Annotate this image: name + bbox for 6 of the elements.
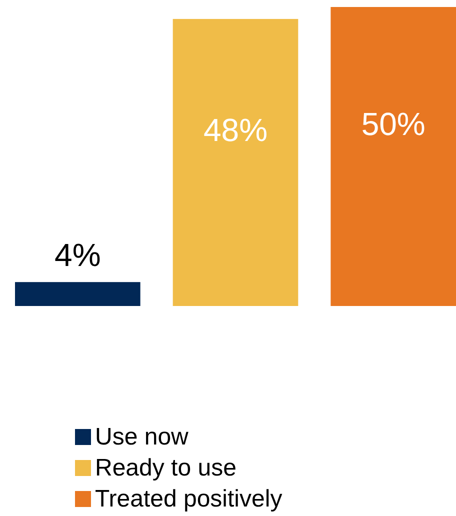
- legend-label: Ready to use: [95, 454, 236, 482]
- data-label: 50%: [361, 106, 426, 142]
- data-label: 48%: [203, 112, 268, 148]
- legend-label: Treated positively: [95, 485, 282, 512]
- data-label: 4%: [54, 237, 101, 274]
- legend-label: Use now: [95, 423, 190, 450]
